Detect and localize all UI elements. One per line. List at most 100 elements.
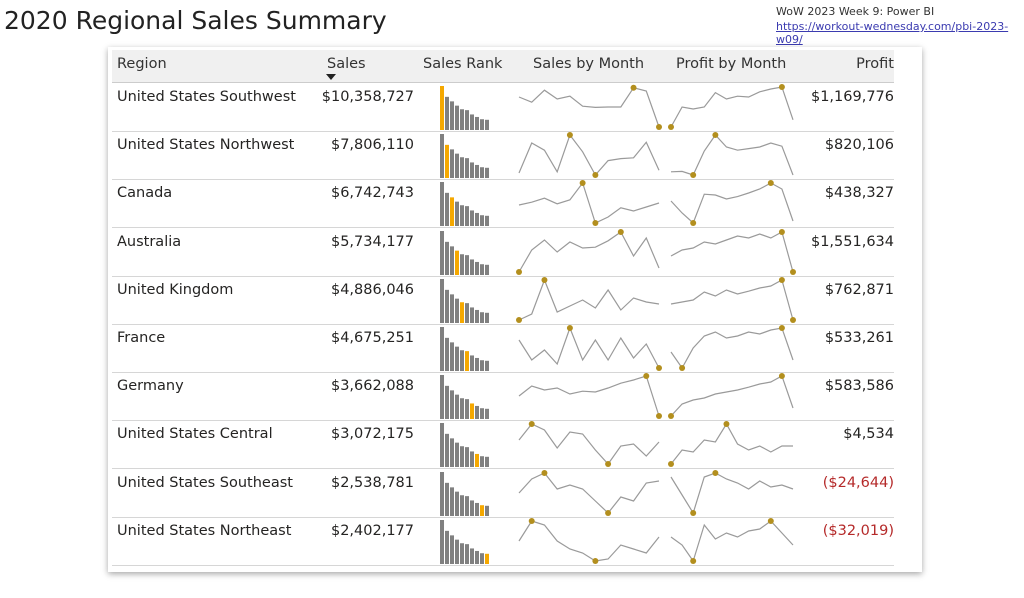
rank-bar: [450, 101, 454, 130]
table-row[interactable]: United Kingdom $4,886,046 $762,871: [112, 276, 894, 325]
column-header-profit[interactable]: Profit: [856, 56, 894, 72]
rank-bar: [460, 157, 464, 179]
profit-sparkline-max-marker: [778, 84, 785, 90]
rank-bar: [465, 206, 469, 227]
sales-cell: $3,072,175: [330, 426, 414, 443]
source-link[interactable]: https://workout-wednesday.com/pbi-2023-w…: [776, 20, 1009, 46]
table-row[interactable]: United States Northwest $7,806,110 $820,…: [112, 131, 894, 181]
sales-rank-chart: [440, 375, 489, 420]
profit-cell: $1,169,776: [810, 89, 894, 105]
rank-bar-highlighted: [465, 351, 469, 371]
rank-bar: [460, 253, 464, 275]
rank-bar: [465, 495, 469, 516]
sales-rank-chart: [440, 278, 489, 323]
rank-bar: [440, 230, 444, 275]
sales-by-month-sparkline: [516, 276, 660, 323]
rank-bar: [465, 110, 469, 130]
rank-bar: [465, 254, 469, 275]
column-header-profit-by-month[interactable]: Profit by Month: [676, 56, 787, 72]
region-cell: United States Southwest: [117, 89, 296, 105]
rank-bar: [455, 491, 459, 516]
profit-sparkline-line: [670, 134, 794, 176]
rank-bar: [455, 394, 459, 420]
profit-cell: $583,586: [824, 378, 894, 395]
profit-sparkline-max-marker: [778, 373, 785, 380]
rank-bar: [475, 406, 479, 420]
column-header-region[interactable]: Region: [117, 56, 167, 72]
table-row[interactable]: Australia $5,734,177 $1,551,634: [112, 228, 894, 277]
profit-sparkline-min-marker: [690, 509, 697, 516]
sales-sparkline-line: [518, 375, 660, 417]
rank-bar: [475, 502, 479, 516]
rank-bar: [465, 399, 469, 420]
rank-bar: [440, 423, 444, 468]
sales-by-month-sparkline: [516, 228, 660, 275]
table-row[interactable]: United States Southeast $2,538,781 ($24,…: [112, 469, 894, 518]
column-header-sales-by-month[interactable]: Sales by Month: [533, 56, 645, 72]
rank-bar: [470, 210, 474, 227]
column-header-sales[interactable]: Sales: [327, 56, 366, 72]
profit-sparkline-line: [670, 423, 793, 465]
sales-sparkline-line: [518, 230, 660, 272]
rank-bar: [470, 548, 474, 564]
region-cell: United States Southeast: [117, 474, 293, 491]
profit-sparkline-max-marker: [767, 180, 774, 187]
rank-bar: [440, 519, 444, 564]
rank-bar-highlighted: [485, 553, 489, 564]
sales-sparkline-min-marker: [516, 316, 522, 323]
rank-bar: [470, 162, 474, 179]
profit-sparkline-line: [670, 230, 794, 272]
table-row[interactable]: Canada $6,742,743 $438,327: [112, 179, 894, 229]
rank-bar: [475, 550, 479, 564]
profit-sparkline-max-marker: [778, 276, 785, 283]
profit-by-month-sparkline: [670, 180, 794, 227]
region-cell: Australia: [117, 233, 182, 250]
table-header: Region Sales Sales Rank Sales by Month P…: [112, 50, 894, 83]
profit-by-month-sparkline: [670, 132, 794, 179]
rank-bar: [460, 446, 464, 468]
profit-sparkline-max-marker: [778, 228, 785, 235]
sales-by-month-sparkline: [518, 180, 660, 227]
region-cell: Canada: [117, 185, 173, 202]
sales-sparkline-line: [518, 182, 660, 225]
rank-bar: [480, 360, 484, 371]
sales-sparkline-max-marker: [579, 180, 586, 187]
sales-by-month-sparkline: [518, 469, 660, 516]
sales-sparkline-line: [518, 423, 660, 466]
profit-sparkline-min-marker: [690, 172, 697, 179]
profit-by-month-sparkline: [670, 276, 796, 323]
table-row[interactable]: Germany $3,662,088 $583,586: [112, 372, 894, 422]
rank-bar: [475, 165, 479, 179]
sales-sparkline-min-marker: [592, 172, 599, 179]
table-row[interactable]: United States Southwest $10,358,727 $1,1…: [112, 83, 894, 132]
sales-sparkline-min-marker: [592, 557, 599, 564]
rank-bar: [485, 167, 489, 179]
sales-sparkline-min-marker: [592, 220, 599, 227]
rank-bar: [445, 434, 449, 468]
profit-by-month-sparkline: [670, 469, 794, 516]
column-header-sales-rank[interactable]: Sales Rank: [423, 56, 503, 72]
table-row[interactable]: France $4,675,251 $533,261: [112, 324, 894, 373]
sales-by-month-sparkline: [518, 517, 660, 564]
profit-by-month-sparkline: [670, 517, 794, 564]
sort-descending-icon[interactable]: [326, 74, 336, 80]
rank-bar: [485, 408, 489, 420]
profit-cell: ($24,644): [822, 474, 894, 491]
sales-cell: $3,662,088: [330, 378, 414, 395]
table-row[interactable]: United States Central $3,072,175 $4,534: [112, 420, 894, 470]
sales-cell: $5,734,177: [330, 233, 414, 250]
profit-by-month-sparkline: [668, 421, 793, 468]
profit-sparkline-line: [670, 375, 794, 417]
region-cell: United States Northwest: [117, 137, 295, 154]
rank-bar: [450, 149, 454, 179]
rank-bar: [465, 302, 469, 323]
table-row[interactable]: United States Northeast $2,402,177 ($32,…: [112, 517, 894, 566]
profit-sparkline-max-marker: [712, 469, 719, 476]
profit-cell: $1,551,634: [810, 233, 894, 250]
rank-bar-highlighted: [440, 86, 444, 130]
rank-bar: [445, 337, 449, 371]
rank-bar: [455, 346, 459, 371]
sales-sparkline-min-marker: [656, 413, 662, 420]
sales-sparkline-max-marker: [630, 84, 637, 91]
sales-summary-table: Region Sales Sales Rank Sales by Month P…: [108, 47, 922, 572]
